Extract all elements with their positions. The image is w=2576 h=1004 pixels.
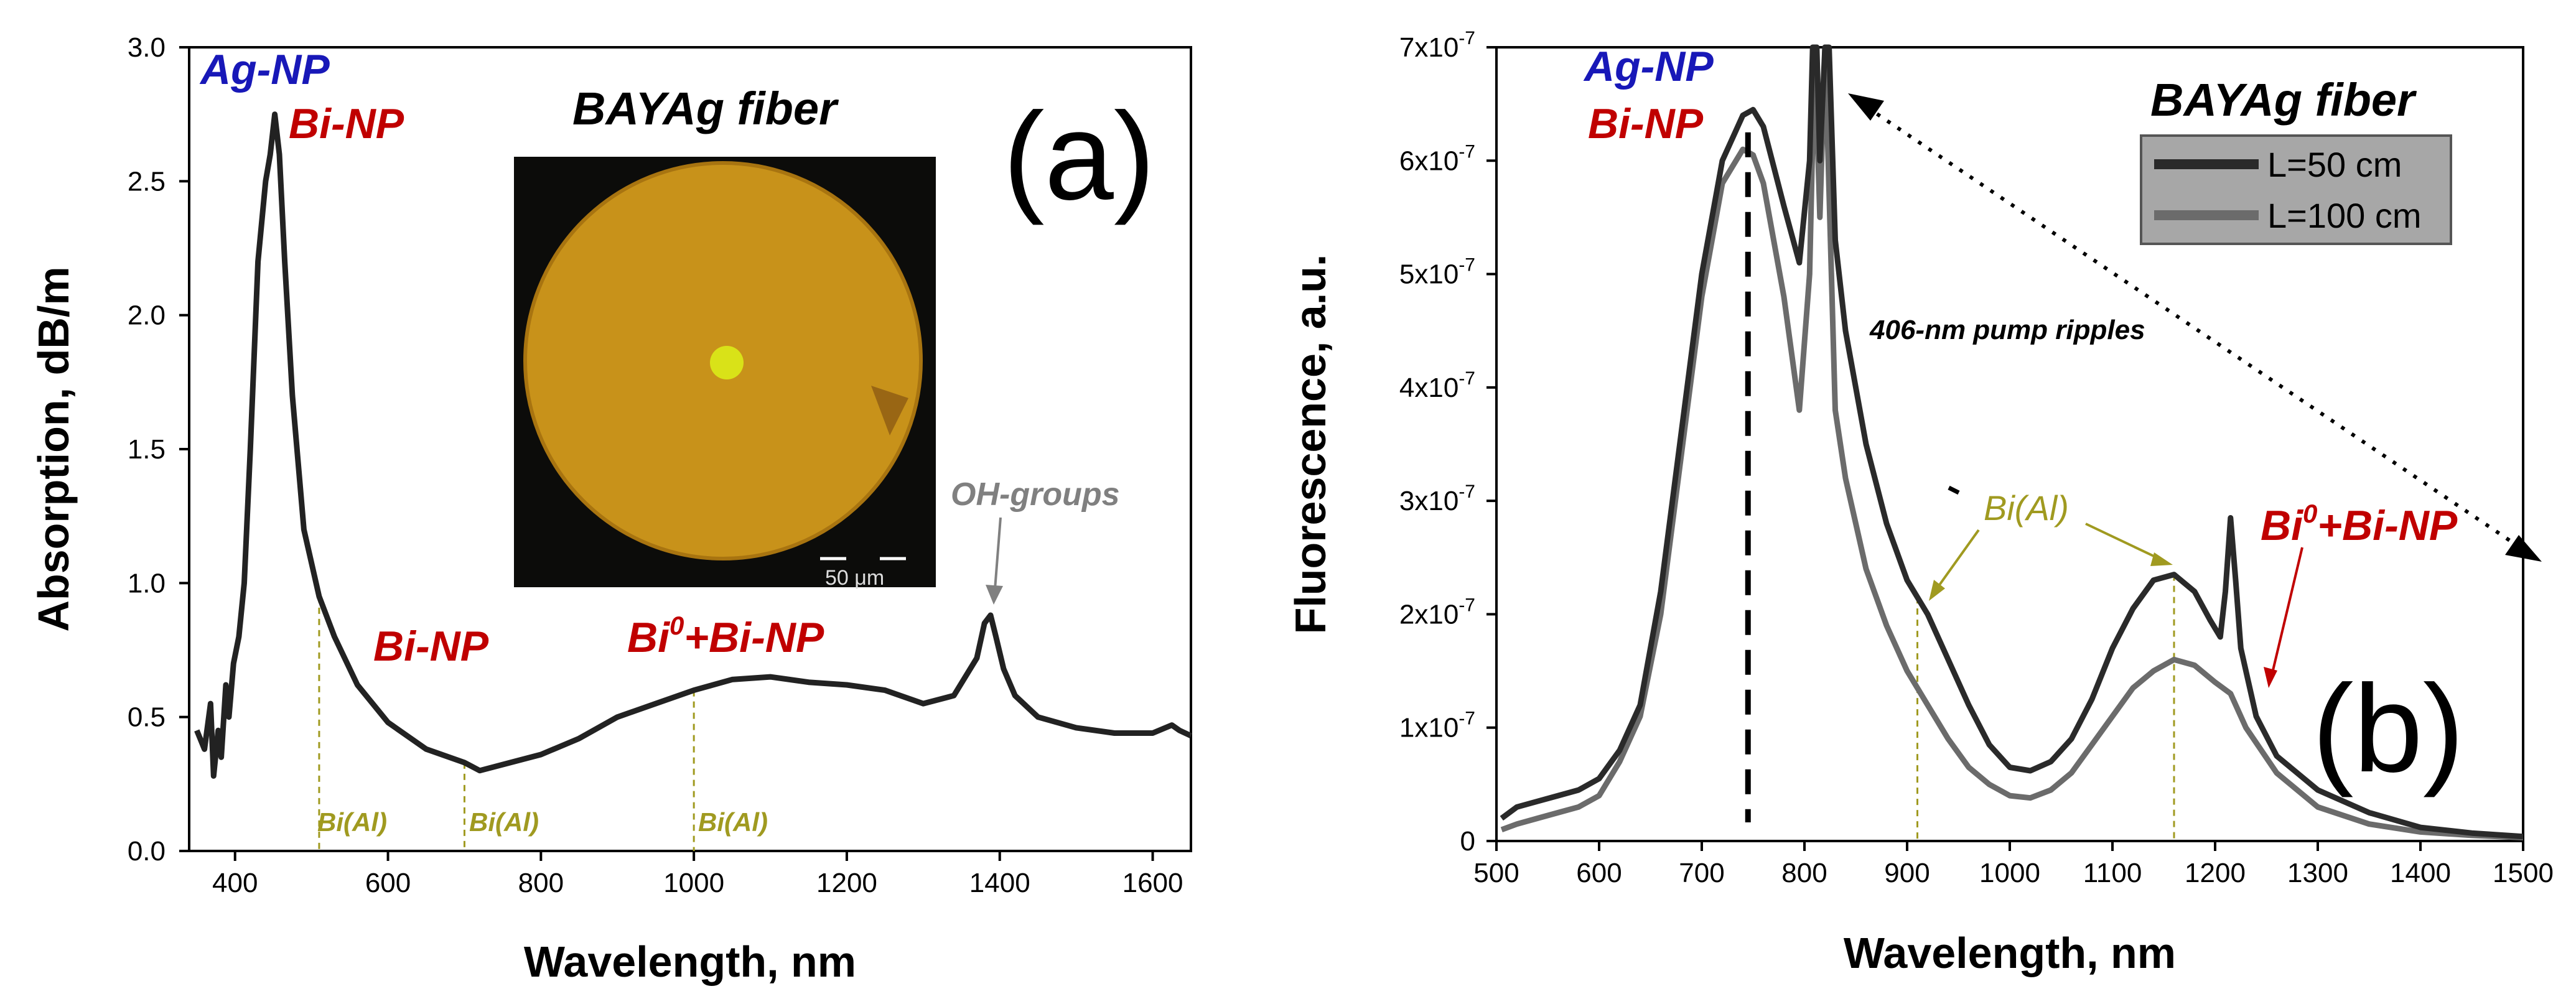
panel-a-y-tick-label: 3.0 [128,32,166,63]
panel-b-bi-al-markers [1916,574,2175,841]
pump-ripples-label: 406-nm pump ripples [1869,315,2145,345]
panel-b-y-tick-label: 7x10-7 [1399,28,1475,63]
panel-b-x-tick-label: 1000 [1979,858,2040,888]
oh-groups-arrowhead [986,585,1003,605]
panel-a-y-tick-label: 1.5 [128,434,166,465]
fluorescence-curve-l100 [1500,44,2524,840]
panel-a-absorption-chart: 400 600 800 1000 1200 1400 1600 0.0 0.5 1.0 1.5 2.… [29,32,1192,986]
panel-b-x-axis: 500 600 700 800 900 1000 1100 1200 1300 1400 1500 [1473,841,2554,888]
panel-b-y-tick-label: 1x10-7 [1399,709,1475,743]
panel-a-y-tick-label: 2.5 [128,166,166,197]
panel-a-x-axis: 400 600 800 1000 1200 1400 1600 [212,851,1183,898]
panel-a-bi-al-label-3: Bi(Al) [698,807,768,837]
panel-a-bi-al-label-2: Bi(Al) [469,807,539,837]
panel-a-x-tick-label: 1600 [1122,868,1183,898]
panel-b-x-tick-label: 1200 [2185,858,2246,888]
panel-a-x-axis-title: Wavelength, nm [524,937,856,986]
pump-ripples-arrowhead-right [2505,535,2542,562]
bi-al-arrowhead-left [1929,580,1945,601]
scale-bar-label: 50 μm [825,566,884,590]
panel-a-label: (a) [1003,87,1155,226]
panel-a-bi-al-label-1: Bi(Al) [317,807,387,837]
fiber-micrograph-inset: 50 μm [514,157,936,590]
panel-b-x-tick-label: 600 [1576,858,1622,888]
panel-b-ag-np-label: Ag-NP [1583,43,1714,90]
panel-b-x-tick-label: 1300 [2287,858,2348,888]
panel-b-x-axis-title: Wavelength, nm [1844,929,2176,977]
legend-box [2140,134,2452,245]
panel-a-title: BAYAg fiber [572,83,839,134]
panel-a-x-tick-label: 800 [518,868,564,898]
panel-b-y-tick-label: 5x10-7 [1399,255,1475,290]
panel-a-x-tick-label: 1000 [663,868,724,898]
panel-a-y-tick-label: 1.0 [128,568,166,598]
panel-a-y-axis-title: Absorption, dB/m [29,266,78,631]
panel-a-y-tick-label: 0.0 [128,836,166,867]
panel-b-x-tick-label: 700 [1679,858,1724,888]
panel-b-x-tick-label: 800 [1781,858,1827,888]
panel-a-bi-al-markers [318,596,695,851]
panel-b-y-tick-label: 4x10-7 [1399,368,1475,403]
fiber-core [710,346,744,379]
panel-b-x-tick-label: 500 [1473,858,1519,888]
panel-a-ag-np-label: Ag-NP [199,46,330,93]
bi-al-arrow-right [2085,523,2162,561]
legend-label-l50: L=50 cm [2267,145,2402,184]
panel-b-y-tick-label: 3x10-7 [1399,481,1475,516]
fluorescence-curve-l50 [1500,44,2524,840]
panel-b-x-tick-label: 1500 [2493,858,2554,888]
panel-b-y-axis-title: Fluorescence, a.u. [1286,254,1335,634]
legend-label-l100: L=100 cm [2267,196,2422,235]
fiber-edge-crack [871,386,908,435]
bi-al-arrow-left [1934,529,1980,592]
panel-b-label: (b) [2312,659,2464,798]
absorption-curve [194,111,1192,779]
panel-b-title: BAYAg fiber [2150,74,2417,126]
panel-b-x-tick-label: 1400 [2390,858,2451,888]
panel-a-bi-np-top-label: Bi-NP [289,100,404,147]
stray-mark [1948,485,1960,495]
panel-a-x-tick-label: 600 [365,868,411,898]
panel-a-x-tick-label: 400 [212,868,258,898]
bi0-bi-np-arrowhead [2264,667,2277,688]
panel-b-y-axis: 0 1x10-7 2x10-7 3x10-7 4x10-7 5x10-7 6x10-7 7x1… [1399,28,1496,857]
panel-b-x-tick-label: 900 [1884,858,1930,888]
panel-a-y-axis: 0.0 0.5 1.0 1.5 2.0 2.5 3.0 [128,32,189,867]
panel-a-bi0-bi-np-label: Bi0+Bi-NP [627,611,824,661]
oh-groups-label: OH-groups [951,476,1120,513]
panel-b-bi-np-label: Bi-NP [1588,100,1704,147]
pump-ripples-arrowhead-left [1848,93,1884,121]
panel-a-x-tick-label: 1200 [816,868,877,898]
fiber-cladding-shade [523,161,923,560]
bi0-bi-np-arrow [2270,547,2303,679]
panel-b-bi-al-label: Bi(Al) [1984,488,2069,528]
oh-groups-arrow [993,517,1002,598]
panel-a-y-tick-label: 0.5 [128,702,166,733]
bi-al-arrowhead-right [2150,552,2173,566]
panel-a-x-tick-label: 1400 [969,868,1030,898]
panel-b-y-tick-label: 2x10-7 [1399,595,1475,630]
panel-b-bi0-bi-np-label: Bi0+Bi-NP [2261,499,2458,549]
panel-b-fluorescence-chart: 500 600 700 800 900 1000 1100 1200 1300 1400 1500 … [1286,28,2554,977]
panel-b-legend: L=50 cm L=100 cm [2140,134,2452,245]
panel-b-y-tick-label: 0 [1460,826,1475,857]
panel-b-x-tick-label: 1100 [2083,858,2142,888]
panel-b-y-tick-label: 6x10-7 [1399,141,1475,176]
panel-b-series [1500,44,2524,840]
panel-a-y-tick-label: 2.0 [128,300,166,331]
panel-a-bi-np-mid-label: Bi-NP [373,623,489,670]
